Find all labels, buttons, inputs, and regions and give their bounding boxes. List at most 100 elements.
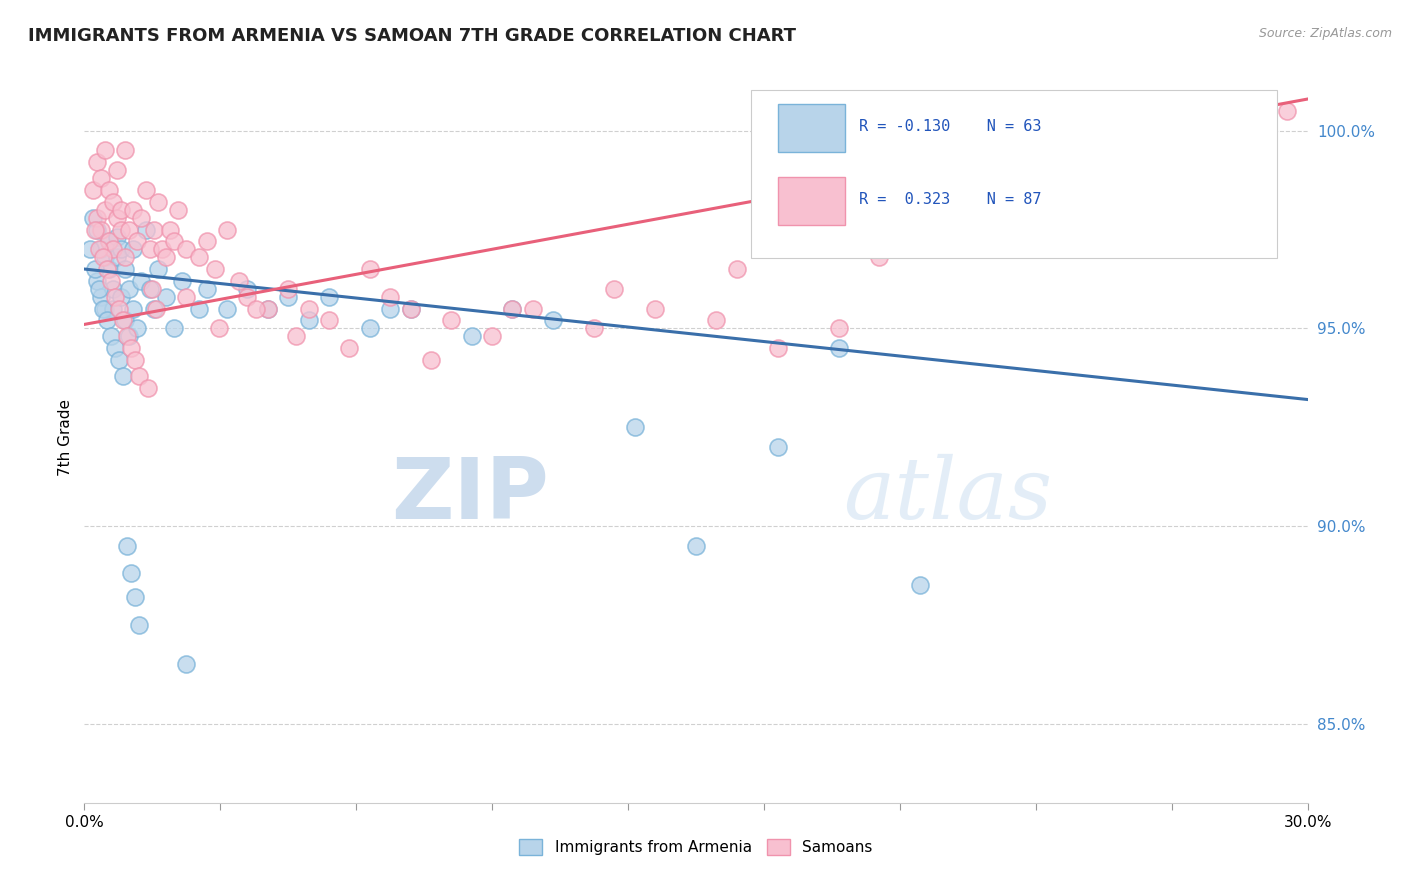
Text: ZIP: ZIP	[391, 454, 550, 537]
Point	[93, 250, 115, 264]
Point	[174, 657, 197, 672]
Legend: Immigrants from Armenia, Samoans: Immigrants from Armenia, Samoans	[513, 833, 879, 861]
Point	[86, 274, 108, 288]
Point	[105, 211, 128, 225]
Point	[86, 222, 108, 236]
Point	[828, 341, 851, 355]
Point	[108, 301, 131, 316]
Point	[110, 222, 132, 236]
Point	[155, 250, 177, 264]
Point	[318, 313, 340, 327]
Point	[1277, 103, 1299, 118]
Point	[82, 211, 104, 225]
Point	[208, 321, 231, 335]
Point	[236, 290, 259, 304]
Point	[131, 274, 153, 288]
Point	[910, 202, 932, 217]
Point	[122, 202, 145, 217]
Point	[440, 313, 463, 327]
Point	[257, 301, 280, 316]
Point	[502, 301, 524, 316]
Point	[359, 262, 381, 277]
Point	[195, 235, 218, 249]
Point	[135, 222, 157, 236]
Point	[83, 262, 105, 277]
Point	[502, 301, 524, 316]
Point	[135, 183, 157, 197]
Point	[420, 353, 443, 368]
Point	[706, 313, 728, 327]
Point	[96, 313, 118, 327]
Point	[481, 329, 503, 343]
Bar	[778, 104, 845, 152]
Point	[644, 301, 666, 316]
Point	[97, 262, 120, 277]
FancyBboxPatch shape	[751, 90, 1277, 258]
Point	[91, 301, 114, 316]
Point	[298, 313, 321, 327]
Point	[217, 222, 239, 236]
Point	[104, 341, 127, 355]
Point	[522, 301, 544, 316]
Point	[127, 235, 149, 249]
Point	[257, 301, 280, 316]
Point	[90, 171, 112, 186]
Point	[245, 301, 267, 316]
Point	[1052, 144, 1074, 158]
Point	[128, 618, 150, 632]
Point	[155, 290, 177, 304]
Point	[138, 282, 160, 296]
Bar	[778, 178, 845, 225]
Point	[124, 353, 146, 368]
Point	[97, 183, 120, 197]
Point	[110, 202, 132, 217]
Point	[82, 183, 104, 197]
Point	[118, 222, 141, 236]
Point	[869, 250, 891, 264]
Point	[172, 274, 194, 288]
Point	[1195, 131, 1218, 145]
Point	[204, 262, 226, 277]
Point	[93, 301, 115, 316]
Point	[187, 250, 209, 264]
Point	[399, 301, 422, 316]
Point	[228, 274, 250, 288]
Point	[110, 290, 132, 304]
Point	[1236, 116, 1258, 130]
Point	[1114, 155, 1136, 169]
Point	[100, 329, 122, 343]
Point	[828, 321, 851, 335]
Point	[127, 321, 149, 335]
Point	[115, 329, 138, 343]
Point	[146, 262, 169, 277]
Point	[142, 222, 165, 236]
Point	[90, 222, 112, 236]
Point	[138, 242, 160, 256]
Text: R = -0.130    N = 63: R = -0.130 N = 63	[859, 119, 1042, 134]
Point	[118, 329, 141, 343]
Point	[105, 230, 128, 244]
Point	[105, 163, 128, 178]
Point	[104, 290, 127, 304]
Point	[807, 222, 830, 236]
Text: atlas: atlas	[842, 454, 1052, 537]
Point	[114, 262, 136, 277]
Point	[1256, 92, 1278, 106]
Point	[120, 341, 142, 355]
Point	[112, 313, 135, 327]
Point	[195, 282, 218, 296]
Point	[399, 301, 422, 316]
Point	[120, 566, 142, 581]
Point	[603, 282, 626, 296]
Point	[285, 329, 308, 343]
Point	[86, 211, 108, 225]
Point	[131, 211, 153, 225]
Point	[217, 301, 239, 316]
Point	[146, 194, 169, 209]
Point	[112, 368, 135, 383]
Point	[236, 282, 259, 296]
Point	[83, 222, 105, 236]
Point	[380, 301, 402, 316]
Point	[101, 282, 124, 296]
Point	[128, 368, 150, 383]
